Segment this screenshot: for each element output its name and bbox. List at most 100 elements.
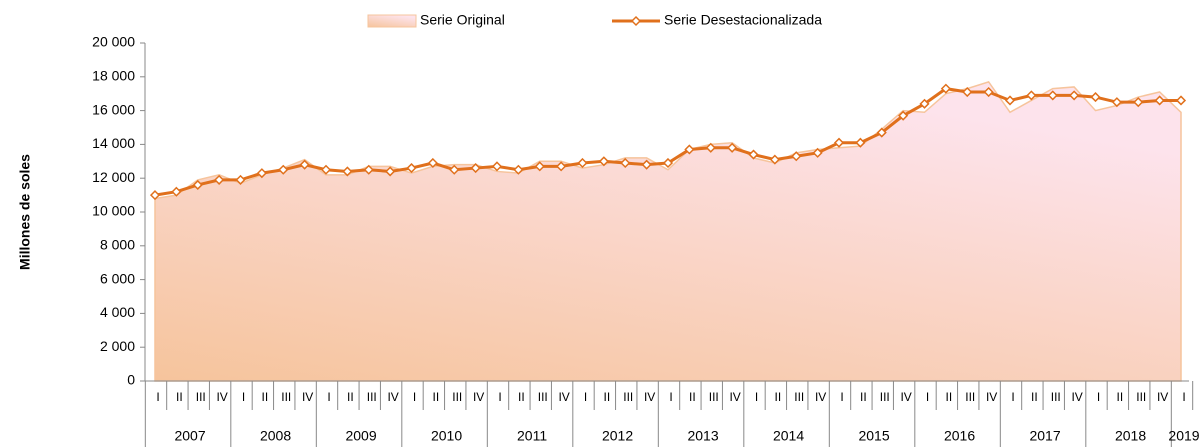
- marker: [491, 161, 503, 172]
- legend-label: Serie Original: [420, 12, 505, 28]
- marker: [342, 166, 353, 177]
- marker: [214, 174, 225, 185]
- marker: [427, 157, 438, 169]
- marker: [812, 147, 823, 158]
- x-tick-label: IV: [644, 390, 655, 404]
- x-tick-label: IV: [1157, 390, 1168, 404]
- x-tick-label: III: [452, 390, 462, 404]
- marker: [192, 179, 203, 191]
- marker: [363, 164, 374, 175]
- y-tick-label: 12 000: [92, 169, 135, 185]
- marker: [1111, 97, 1122, 108]
- x-tick-label: III: [367, 390, 377, 404]
- marker: [449, 164, 460, 175]
- x-tick-label: IV: [473, 390, 484, 404]
- year-label: 2011: [517, 428, 547, 444]
- year-label: 2012: [602, 428, 633, 444]
- marker: [1154, 95, 1165, 106]
- marker: [1175, 95, 1187, 106]
- y-tick-label: 14 000: [92, 135, 135, 151]
- marker: [385, 166, 396, 177]
- marker: [235, 174, 246, 185]
- marker: [470, 162, 481, 174]
- x-tick-label: I: [498, 390, 501, 404]
- y-tick-label: 18 000: [92, 68, 135, 84]
- year-label: 2009: [345, 428, 376, 444]
- y-axis-label: Millones de soles: [17, 154, 33, 270]
- x-tick-label: II: [689, 390, 696, 404]
- x-tick-label: II: [518, 390, 525, 404]
- marker: [1026, 90, 1037, 101]
- year-label: 2015: [858, 428, 889, 444]
- x-tick-label: IV: [216, 390, 227, 404]
- x-tick-label: II: [1117, 390, 1124, 404]
- x-tick-label: III: [1136, 390, 1146, 404]
- marker: [898, 110, 909, 121]
- x-tick-label: III: [623, 390, 633, 404]
- y-tick-label: 20 000: [92, 34, 135, 50]
- marker: [791, 151, 802, 162]
- marker: [1090, 92, 1101, 103]
- x-tick-label: I: [926, 390, 929, 404]
- y-tick-label: 8 000: [100, 237, 135, 253]
- marker: [940, 83, 951, 94]
- x-tick-label: II: [946, 390, 953, 404]
- year-label: 2010: [431, 428, 462, 444]
- x-tick-label: II: [176, 390, 183, 404]
- marker: [705, 142, 716, 153]
- x-tick-label: III: [1051, 390, 1061, 404]
- marker: [256, 168, 267, 179]
- marker: [406, 162, 417, 174]
- marker: [962, 86, 973, 98]
- x-tick-label: IV: [387, 390, 398, 404]
- x-tick-label: I: [156, 390, 159, 404]
- x-tick-label: II: [604, 390, 611, 404]
- x-tick-label: II: [775, 390, 782, 404]
- year-label: 2019: [1168, 428, 1199, 444]
- area: [154, 80, 1182, 382]
- x-tick-label: I: [1011, 390, 1014, 404]
- x-tick-label: I: [755, 390, 758, 404]
- y-tick-label: 0: [127, 372, 135, 388]
- x-tick-label: IV: [729, 390, 740, 404]
- marker: [1004, 95, 1016, 106]
- marker: [299, 159, 310, 170]
- year-label: 2008: [260, 428, 291, 444]
- x-tick-label: IV: [302, 390, 313, 404]
- x-tick-label: III: [709, 390, 719, 404]
- year-label: 2017: [1029, 428, 1060, 444]
- x-tick-label: I: [413, 390, 416, 404]
- y-tick-label: 6 000: [100, 270, 135, 286]
- x-tick-label: II: [262, 390, 269, 404]
- y-tick-label: 16 000: [92, 101, 135, 117]
- marker: [556, 161, 567, 172]
- x-tick-label: I: [840, 390, 843, 404]
- marker: [727, 142, 738, 153]
- year-label: 2014: [773, 428, 804, 444]
- y-tick-label: 10 000: [92, 203, 135, 219]
- marker: [641, 159, 652, 170]
- legend-swatch: [367, 14, 417, 28]
- marker: [171, 186, 182, 197]
- marker: [278, 164, 289, 175]
- x-tick-label: I: [584, 390, 587, 404]
- x-tick-label: IV: [986, 390, 997, 404]
- marker: [577, 157, 588, 169]
- x-tick-label: IV: [900, 390, 911, 404]
- x-tick-label: IV: [1071, 390, 1082, 404]
- marker: [598, 156, 609, 167]
- x-tick-label: III: [794, 390, 804, 404]
- marker: [320, 164, 332, 175]
- marker: [1047, 90, 1058, 101]
- year-label: 2013: [687, 428, 718, 444]
- x-tick-label: II: [860, 390, 867, 404]
- x-tick-label: III: [196, 390, 206, 404]
- x-tick-label: III: [538, 390, 548, 404]
- marker: [983, 86, 994, 98]
- x-tick-label: III: [880, 390, 890, 404]
- marker: [662, 157, 674, 169]
- x-tick-label: I: [1182, 390, 1185, 404]
- x-tick-label: I: [327, 390, 330, 404]
- marker: [769, 154, 780, 165]
